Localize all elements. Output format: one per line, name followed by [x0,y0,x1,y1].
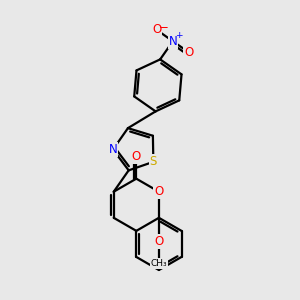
Text: O: O [132,150,141,163]
Text: O: O [154,185,164,198]
Text: O: O [152,23,161,37]
Text: S: S [150,155,157,168]
Text: −: − [158,21,168,34]
Text: CH₃: CH₃ [151,259,167,268]
Text: O: O [154,235,164,248]
Text: N: N [169,35,177,48]
Text: N: N [109,143,117,156]
Text: O: O [184,46,194,59]
Text: +: + [175,31,182,40]
